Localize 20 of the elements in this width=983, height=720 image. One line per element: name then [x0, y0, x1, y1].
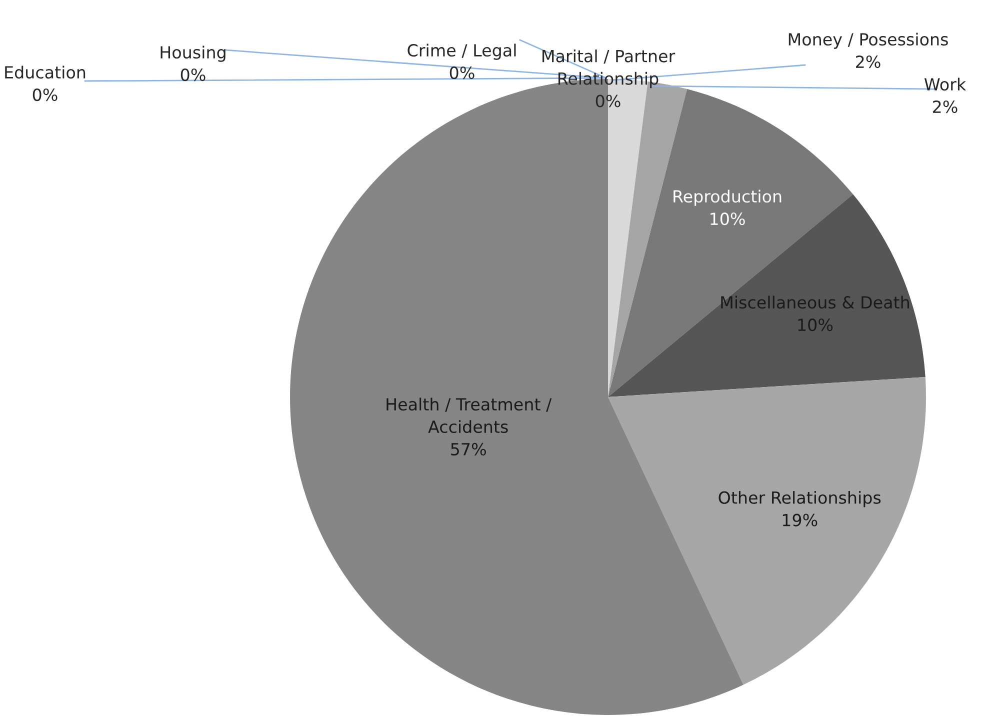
slice-label: Work — [924, 78, 966, 91]
text: 0% — [450, 66, 474, 80]
category-label: Housing — [160, 46, 226, 62]
text: 0% — [180, 68, 206, 82]
data-label: 57% — [451, 442, 486, 456]
slice-label: Reproduction — [674, 190, 782, 206]
slice-label: Money / Posessions — [788, 32, 948, 49]
text: 0% — [596, 94, 620, 108]
data-label: 19% — [782, 514, 818, 526]
data-label: 2% — [933, 100, 958, 114]
data-label: 10% — [798, 318, 833, 332]
data-label: 10% — [710, 212, 745, 226]
text: 0% — [32, 88, 58, 102]
slice-label: Miscellaneous & Death — [721, 296, 909, 309]
slice-label: Health / Treatment / Accidents — [386, 398, 552, 434]
category-label: Marital / Partner Relationship — [542, 49, 676, 88]
slice-label: Other Relationships — [718, 491, 881, 508]
category-label: Crime / Legal — [408, 44, 516, 60]
category-label: Education — [5, 66, 86, 79]
data-label: 2% — [856, 55, 880, 68]
